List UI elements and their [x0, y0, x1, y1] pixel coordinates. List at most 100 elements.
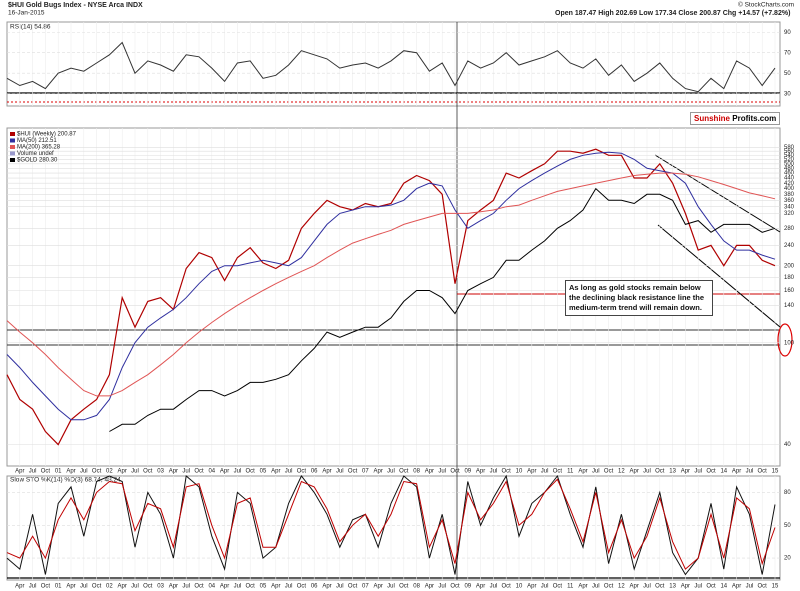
x-tick-label: Oct	[655, 469, 665, 475]
x-tick-label: Oct	[502, 469, 512, 475]
y-tick-label: 420	[784, 181, 795, 187]
legend-swatch	[10, 138, 15, 143]
x-tick-label: Oct	[194, 469, 204, 475]
x-tick-label: Apr	[15, 584, 24, 590]
x-tick-label: 07	[362, 469, 369, 475]
legend-swatch	[10, 145, 15, 149]
credit: © StockCharts.com	[738, 1, 794, 9]
x-tick-label: Apr	[374, 584, 383, 590]
x-tick-label: Jul	[29, 469, 37, 475]
x-tick-label: Oct	[246, 469, 256, 475]
logo-part: Sunshine	[694, 114, 731, 123]
legend-entry: MA(200) 365.28	[17, 145, 61, 151]
x-tick-label: Apr	[732, 584, 741, 590]
x-tick-label: Oct	[706, 584, 716, 590]
x-tick-label: Jul	[694, 584, 702, 590]
x-tick-label: 03	[157, 469, 164, 475]
y-tick-label: 460	[784, 171, 795, 177]
y-tick-label: 280	[784, 226, 795, 232]
x-tick-label: Jul	[592, 469, 600, 475]
x-tick-label: Apr	[169, 584, 178, 590]
y-tick-label: 560	[784, 149, 795, 155]
x-tick-label: Jul	[80, 469, 88, 475]
y-tick-label: 50	[784, 523, 791, 529]
x-tick-label: Jul	[131, 469, 139, 475]
x-tick-label: Apr	[118, 469, 127, 475]
y-tick-label: 70	[784, 50, 791, 56]
x-tick-label: Jul	[541, 584, 549, 590]
logo-part: Profits.com	[732, 114, 777, 123]
x-tick-label: Apr	[66, 469, 75, 475]
x-tick-label: Apr	[732, 469, 741, 475]
x-tick-label: Jul	[438, 469, 446, 475]
rsi-title: RSI(14) 54.86	[10, 24, 51, 31]
x-tick-label: 15	[772, 469, 779, 475]
x-tick-label: 06	[311, 584, 318, 590]
x-tick-label: Oct	[399, 469, 409, 475]
x-tick-label: Oct	[143, 584, 153, 590]
x-tick-label: Oct	[348, 469, 358, 475]
x-tick-label: 08	[413, 584, 420, 590]
x-tick-label: Oct	[758, 584, 768, 590]
series-line	[6, 41, 776, 93]
legend-entry: $HUI (Weekly) 200.87	[17, 132, 77, 138]
y-tick-label: 30	[784, 91, 791, 97]
y-tick-label: 200	[784, 263, 795, 269]
x-tick-label: Jul	[80, 584, 88, 590]
x-tick-label: Apr	[220, 584, 229, 590]
x-tick-label: 08	[413, 469, 420, 475]
x-tick-label: 03	[157, 584, 164, 590]
y-tick-label: 100	[784, 340, 795, 346]
rsi-panel	[6, 21, 781, 107]
legend-swatch	[10, 158, 15, 162]
x-tick-label: Oct	[758, 469, 768, 475]
x-tick-label: Oct	[553, 469, 563, 475]
x-tick-label: Jul	[387, 469, 395, 475]
x-tick-label: 10	[516, 584, 523, 590]
y-tick-label: 360	[784, 198, 795, 204]
x-tick-label: Oct	[246, 584, 256, 590]
x-tick-label: Apr	[271, 469, 280, 475]
x-tick-label: Oct	[553, 584, 563, 590]
y-tick-label: 50	[784, 71, 791, 77]
y-tick-label: 160	[784, 288, 795, 294]
x-tick-label: 14	[720, 469, 727, 475]
x-tick-label: Jul	[490, 469, 498, 475]
x-tick-label: Apr	[681, 584, 690, 590]
sto-panel	[6, 475, 781, 581]
x-tick-label: 05	[260, 469, 267, 475]
x-tick-label: 02	[106, 469, 113, 475]
y-tick-label: 440	[784, 176, 795, 182]
x-tick-label: Oct	[297, 469, 307, 475]
x-tick-label: Jul	[234, 584, 242, 590]
x-tick-label: Apr	[527, 469, 536, 475]
x-tick-label: 11	[567, 584, 574, 590]
x-tick-label: Apr	[578, 584, 587, 590]
x-tick-label: Apr	[15, 469, 24, 475]
x-tick-label: Apr	[425, 469, 434, 475]
x-tick-label: 05	[260, 584, 267, 590]
legend-entry: $GOLD 280.30	[17, 158, 58, 164]
highlight-circle	[777, 323, 793, 357]
resistance-line	[657, 224, 781, 328]
x-tick-label: 04	[208, 584, 215, 590]
x-tick-label: Jul	[746, 469, 754, 475]
y-tick-label: 180	[784, 275, 795, 281]
series-line	[6, 151, 776, 421]
x-tick-label: 10	[516, 469, 523, 475]
x-tick-label: Jul	[746, 584, 754, 590]
y-tick-label: 320	[784, 211, 795, 217]
annotation: As long as gold stocks remain below the …	[565, 280, 713, 316]
header-quote: Open 187.47 High 202.69 Low 177.34 Close…	[555, 10, 790, 17]
price-panel	[6, 127, 781, 467]
x-tick-label: Apr	[374, 469, 383, 475]
x-tick-label: Jul	[285, 469, 293, 475]
y-tick-label: 340	[784, 204, 795, 210]
x-tick-label: Jul	[182, 469, 190, 475]
x-tick-label: Oct	[348, 584, 358, 590]
x-tick-label: 04	[208, 469, 215, 475]
y-tick-label: 240	[784, 243, 795, 249]
x-tick-label: Oct	[143, 469, 153, 475]
legend-entry: Volume undef	[17, 151, 54, 157]
x-tick-label: 02	[106, 584, 113, 590]
